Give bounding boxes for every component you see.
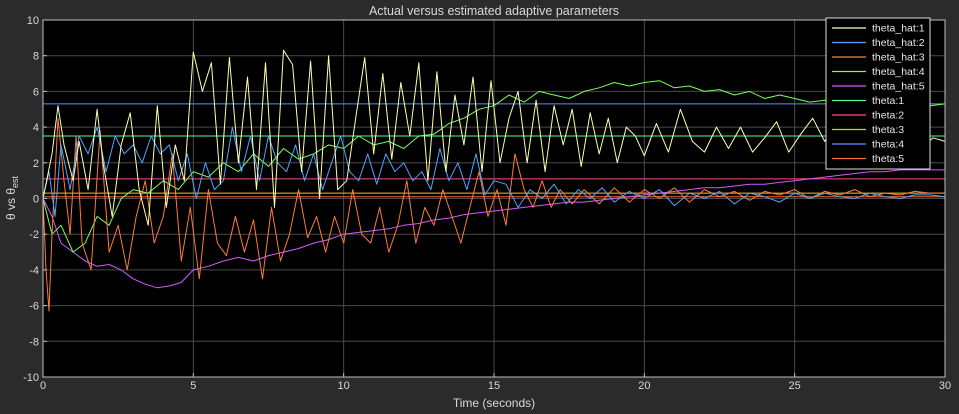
y-tick-label: 8 (33, 51, 39, 63)
series-lines (42, 49, 946, 312)
y-tick-label: 6 (33, 86, 39, 98)
legend-entry-label: theta:2 (872, 110, 904, 122)
y-tick-label: -8 (29, 336, 39, 348)
legend-entry-label: theta:4 (872, 139, 904, 151)
x-tick-label: 30 (939, 380, 951, 392)
tick-labels: 0 5 10 15 20 25 30 -10 -8 -6 -4 -2 0 2 4 6 8 10 (23, 15, 951, 392)
chart-title: Actual versus estimated adaptive paramet… (369, 4, 619, 18)
y-tick-label: 2 (33, 158, 39, 170)
legend-entry-label: theta:5 (872, 153, 904, 165)
legend-entry-label: theta_hat:2 (872, 37, 925, 49)
y-axis-title-main: θ vs θ (4, 188, 18, 220)
legend-entry-label: theta_hat:4 (872, 66, 925, 78)
y-axis-title-subscript: est (10, 175, 20, 188)
y-axis-title: θ vs θest (4, 175, 20, 220)
legend-entry-label: theta_hat:1 (872, 23, 925, 35)
x-tick-label: 10 (338, 380, 350, 392)
y-tick-label: -2 (29, 229, 39, 241)
x-tick-label: 15 (488, 380, 500, 392)
legend-entry-label: theta_hat:5 (872, 81, 925, 93)
legend: theta_hat:1 theta_hat:2 theta_hat:3 theta_h… (825, 17, 931, 170)
legend-entry-label: theta:3 (872, 124, 904, 136)
legend-entry-label: theta_hat:3 (872, 52, 925, 64)
series-line-theta-hat-5 (42, 169, 945, 289)
series-line-theta-hat-1 (42, 49, 946, 226)
y-tick-label: -6 (29, 301, 39, 313)
series-line-theta-hat-3 (42, 117, 945, 312)
legend-entry-label: theta:1 (872, 95, 904, 107)
y-tick-label: 0 (33, 194, 39, 206)
y-tick-label: -10 (23, 372, 39, 384)
x-tick-label: 20 (638, 380, 650, 392)
y-tick-label: -4 (29, 265, 39, 277)
x-axis-title: Time (seconds) (453, 396, 535, 410)
y-tick-label: 10 (27, 15, 39, 27)
series-line-theta-hat-2 (42, 126, 946, 217)
x-tick-label: 25 (789, 380, 801, 392)
y-tick-label: 4 (33, 122, 39, 134)
x-tick-label: 5 (190, 380, 196, 392)
x-tick-label: 0 (40, 380, 46, 392)
